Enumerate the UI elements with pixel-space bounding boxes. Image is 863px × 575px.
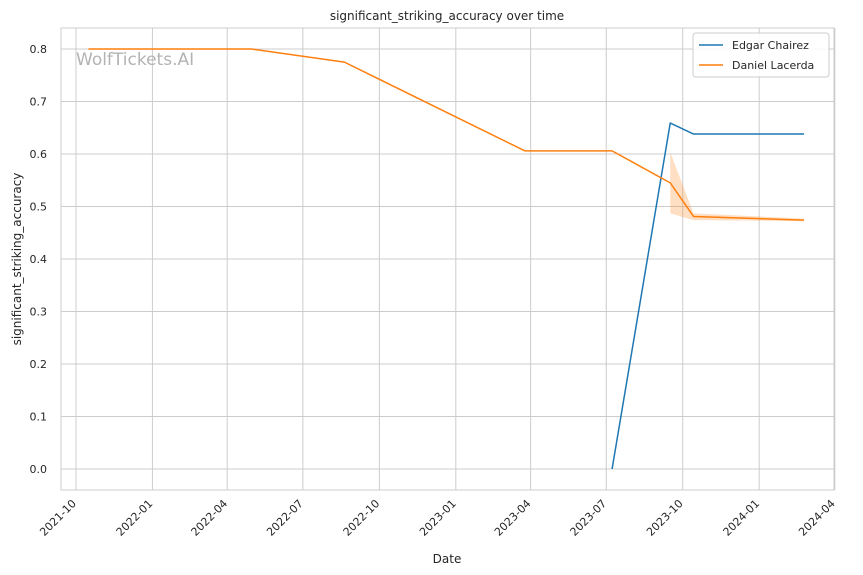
watermark-text: WolfTickets.AI bbox=[76, 50, 194, 70]
x-tick-label: 2022-10 bbox=[341, 497, 383, 539]
confidence-band bbox=[670, 152, 805, 222]
series-line bbox=[611, 122, 805, 470]
x-tick-label: 2021-10 bbox=[37, 497, 79, 539]
y-tick-label: 0.7 bbox=[30, 96, 48, 109]
y-tick-labels: 0.0 0.1 0.2 0.3 0.4 0.5 0.6 0.7 0.8 bbox=[30, 43, 48, 476]
y-tick-label: 0.0 bbox=[30, 463, 48, 476]
x-tick-label: 2023-04 bbox=[492, 497, 534, 539]
x-tick-label: 2024-01 bbox=[720, 497, 762, 539]
x-tick-label: 2022-01 bbox=[114, 497, 156, 539]
y-tick-label: 0.8 bbox=[30, 43, 48, 56]
y-tick-label: 0.6 bbox=[30, 148, 48, 161]
y-tick-label: 0.2 bbox=[30, 358, 48, 371]
grid-lines bbox=[61, 28, 836, 490]
x-tick-label: 2023-07 bbox=[568, 497, 610, 539]
x-tick-labels: 2021-10 2022-01 2022-04 2022-07 2022-10 2023-… bbox=[37, 497, 838, 539]
legend-label: Daniel Lacerda bbox=[732, 59, 814, 72]
x-axis-title: Date bbox=[433, 552, 462, 566]
axes-frame bbox=[60, 27, 835, 491]
legend-label: Edgar Chairez bbox=[732, 39, 809, 52]
y-tick-label: 0.4 bbox=[30, 253, 48, 266]
x-tick-label: 2022-04 bbox=[189, 497, 231, 539]
y-tick-label: 0.1 bbox=[30, 411, 48, 424]
x-tick-label: 2023-01 bbox=[417, 497, 459, 539]
plot-frame bbox=[60, 27, 835, 491]
legend-box bbox=[692, 32, 830, 78]
x-tick-label: 2023-10 bbox=[644, 497, 686, 539]
series-line bbox=[88, 48, 805, 221]
data-layer bbox=[88, 48, 805, 470]
legend: Edgar Chairez Daniel Lacerda bbox=[692, 32, 830, 78]
y-tick-label: 0.5 bbox=[30, 201, 48, 214]
y-axis-title: significant_striking_accuracy bbox=[10, 173, 24, 346]
chart-title: significant_striking_accuracy over time bbox=[330, 9, 564, 23]
y-tick-label: 0.3 bbox=[30, 306, 48, 319]
x-tick-label: 2022-07 bbox=[264, 497, 306, 539]
x-tick-label: 2024-04 bbox=[796, 497, 838, 539]
